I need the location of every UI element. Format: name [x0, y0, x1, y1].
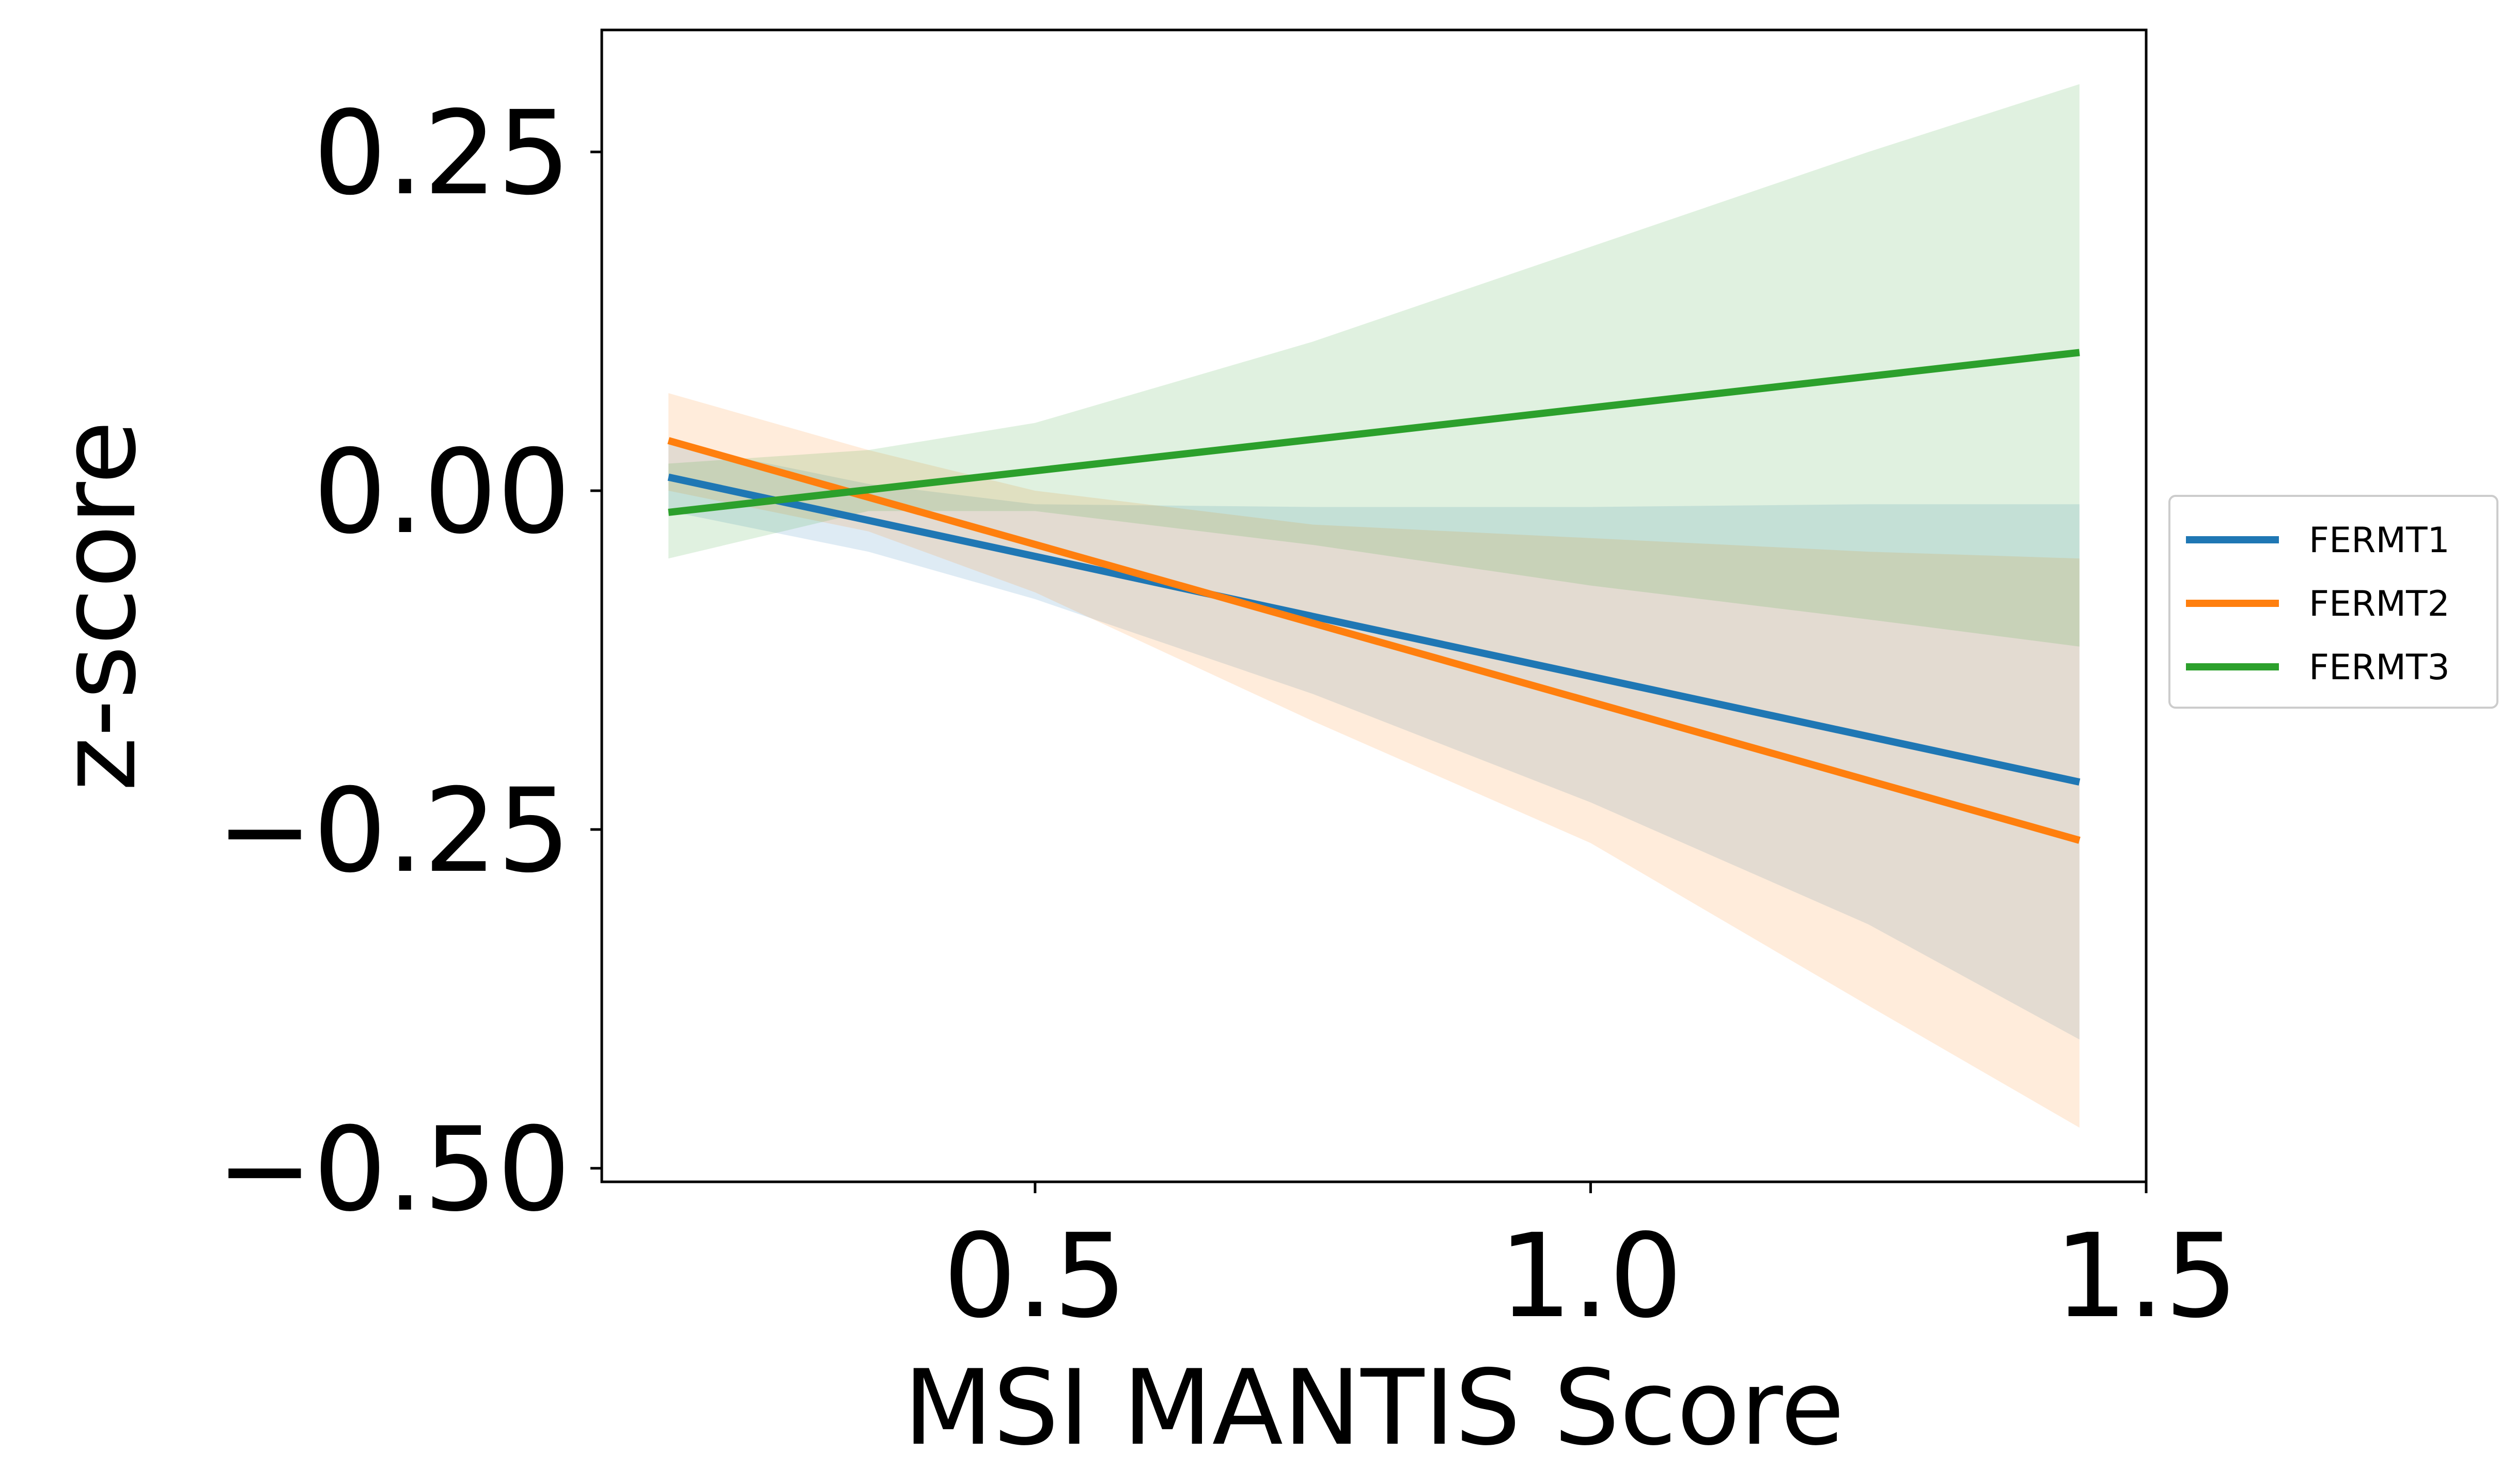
confidence-band-fermt2	[668, 393, 2080, 1128]
y-tick-label: 0.00	[313, 425, 571, 559]
series-lines	[667, 349, 2081, 844]
x-tick-label: 1.0	[1498, 1209, 1682, 1344]
confidence-band-fermt3	[668, 84, 2080, 647]
legend-label-fermt2: FERMT2	[2309, 584, 2450, 624]
legend-label-fermt3: FERMT3	[2309, 647, 2450, 688]
x-axis-ticks: 0.5 1.0 1.5	[943, 1182, 2238, 1344]
x-tick-label: 0.5	[943, 1209, 1127, 1344]
y-tick-label: −0.50	[216, 1102, 571, 1237]
x-axis-label: MSI MANTIS Score	[903, 1348, 1845, 1469]
y-axis-ticks: 0.25 0.00 −0.25 −0.50	[216, 86, 602, 1237]
x-tick-label: 1.5	[2054, 1209, 2238, 1344]
series-line-fermt3	[668, 349, 2080, 516]
y-tick-label: −0.25	[216, 763, 571, 898]
legend-box	[2168, 495, 2498, 709]
confidence-bands	[668, 84, 2080, 1128]
series-line-fermt2	[667, 437, 2081, 844]
legend-label-fermt1: FERMT1	[2309, 520, 2450, 561]
legend: FERMT1 FERMT2 FERMT3	[2168, 495, 2498, 709]
confidence-band-fermt1	[668, 443, 2080, 1040]
y-tick-label: 0.25	[313, 86, 571, 221]
y-axis-label: z-score	[38, 420, 159, 791]
plot-frame	[600, 28, 2148, 1183]
series-line-fermt1	[667, 473, 2081, 786]
